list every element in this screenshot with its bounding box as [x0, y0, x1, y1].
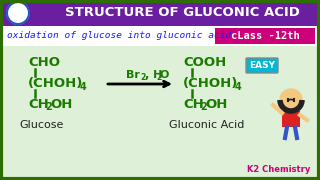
FancyBboxPatch shape	[246, 58, 278, 73]
Text: 2: 2	[156, 73, 161, 82]
Text: 2: 2	[45, 102, 52, 112]
FancyBboxPatch shape	[215, 28, 315, 44]
Text: K2 Chemistry: K2 Chemistry	[247, 165, 310, 174]
FancyBboxPatch shape	[0, 26, 320, 46]
Text: Br: Br	[126, 70, 140, 80]
Text: K2: K2	[12, 8, 25, 17]
Circle shape	[7, 2, 29, 24]
Text: EASY: EASY	[249, 61, 275, 70]
FancyBboxPatch shape	[0, 0, 320, 26]
Text: OH: OH	[205, 98, 228, 111]
Text: OH: OH	[50, 98, 72, 111]
Text: 4: 4	[80, 82, 87, 92]
Text: (CHOH): (CHOH)	[183, 78, 238, 91]
Text: , H: , H	[145, 70, 162, 80]
Text: 4: 4	[235, 82, 242, 92]
Text: Gluconic Acid: Gluconic Acid	[169, 120, 245, 130]
Text: STRUCTURE OF GLUCONIC ACID: STRUCTURE OF GLUCONIC ACID	[65, 6, 300, 19]
Text: 2: 2	[140, 73, 145, 82]
Text: oxidation of glucose into gluconic acid: oxidation of glucose into gluconic acid	[7, 31, 231, 40]
Text: (CHOH): (CHOH)	[28, 78, 84, 91]
Text: CH: CH	[28, 98, 49, 111]
Text: O: O	[160, 70, 169, 80]
Text: Glucose: Glucose	[20, 120, 64, 130]
Text: 2: 2	[200, 102, 207, 112]
FancyBboxPatch shape	[282, 111, 300, 127]
Circle shape	[280, 89, 302, 111]
Text: CH: CH	[183, 98, 204, 111]
Text: CHO: CHO	[28, 57, 60, 69]
Text: COOH: COOH	[183, 57, 226, 69]
Circle shape	[10, 5, 26, 21]
Text: cLass -12th: cLass -12th	[231, 31, 300, 41]
FancyBboxPatch shape	[0, 46, 320, 180]
